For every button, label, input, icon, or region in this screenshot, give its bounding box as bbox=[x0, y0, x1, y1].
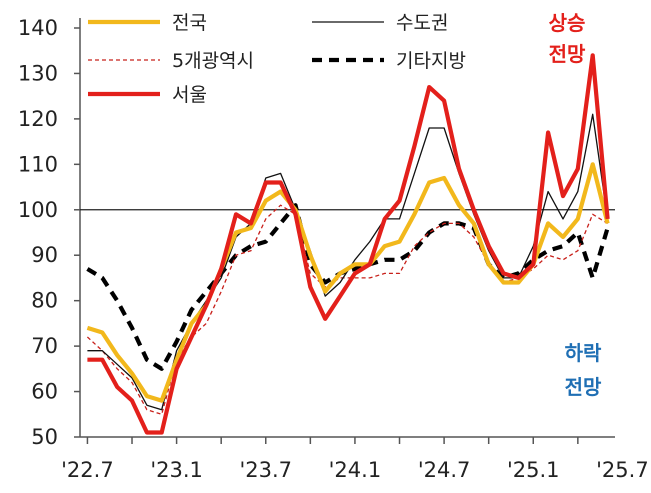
legend-label-수도권: 수도권 bbox=[396, 12, 448, 34]
annotation-down: 하락 bbox=[565, 341, 602, 365]
x-tick-label: '23.7 bbox=[239, 458, 292, 482]
annotation-down: 전망 bbox=[565, 375, 602, 399]
y-tick-label: 110 bbox=[18, 152, 58, 176]
y-tick-label: 70 bbox=[31, 334, 58, 358]
legend-label-전국: 전국 bbox=[172, 12, 207, 34]
axes: 50 60 70 80 90 100 110 120 130 140 '22.7 '23.1 '23.7… bbox=[18, 16, 649, 482]
legend-label-5개광역시: 5개광역시 bbox=[172, 50, 254, 72]
y-tick-label: 90 bbox=[31, 243, 58, 267]
x-tick-label: '24.7 bbox=[418, 458, 471, 482]
y-tick-label: 80 bbox=[31, 289, 58, 313]
x-tick-label: '23.1 bbox=[150, 458, 203, 482]
y-tick-label: 60 bbox=[31, 380, 58, 404]
x-tick-label: '22.7 bbox=[61, 458, 114, 482]
y-tick-label: 140 bbox=[18, 16, 58, 40]
x-tick-label: '25.1 bbox=[507, 458, 560, 482]
y-tick-label: 130 bbox=[18, 61, 58, 85]
legend-label-기타지방: 기타지방 bbox=[396, 50, 466, 72]
y-tick-label: 100 bbox=[18, 198, 58, 222]
series-line-5개광역시 bbox=[86, 204, 608, 415]
series-line-서울 bbox=[87, 53, 610, 435]
series-lines bbox=[86, 53, 610, 435]
series-line-전국 bbox=[86, 162, 610, 403]
annotation-up: 전망 bbox=[549, 42, 586, 66]
y-tick-label: 120 bbox=[18, 107, 58, 131]
y-tick-label: 50 bbox=[31, 425, 58, 449]
x-tick-label: '25.7 bbox=[596, 458, 649, 482]
annotation-up: 상승 bbox=[549, 11, 586, 35]
x-tick-label: '24.1 bbox=[329, 458, 382, 482]
legend-label-서울: 서울 bbox=[172, 84, 207, 106]
series-line-기타지방 bbox=[86, 203, 610, 371]
